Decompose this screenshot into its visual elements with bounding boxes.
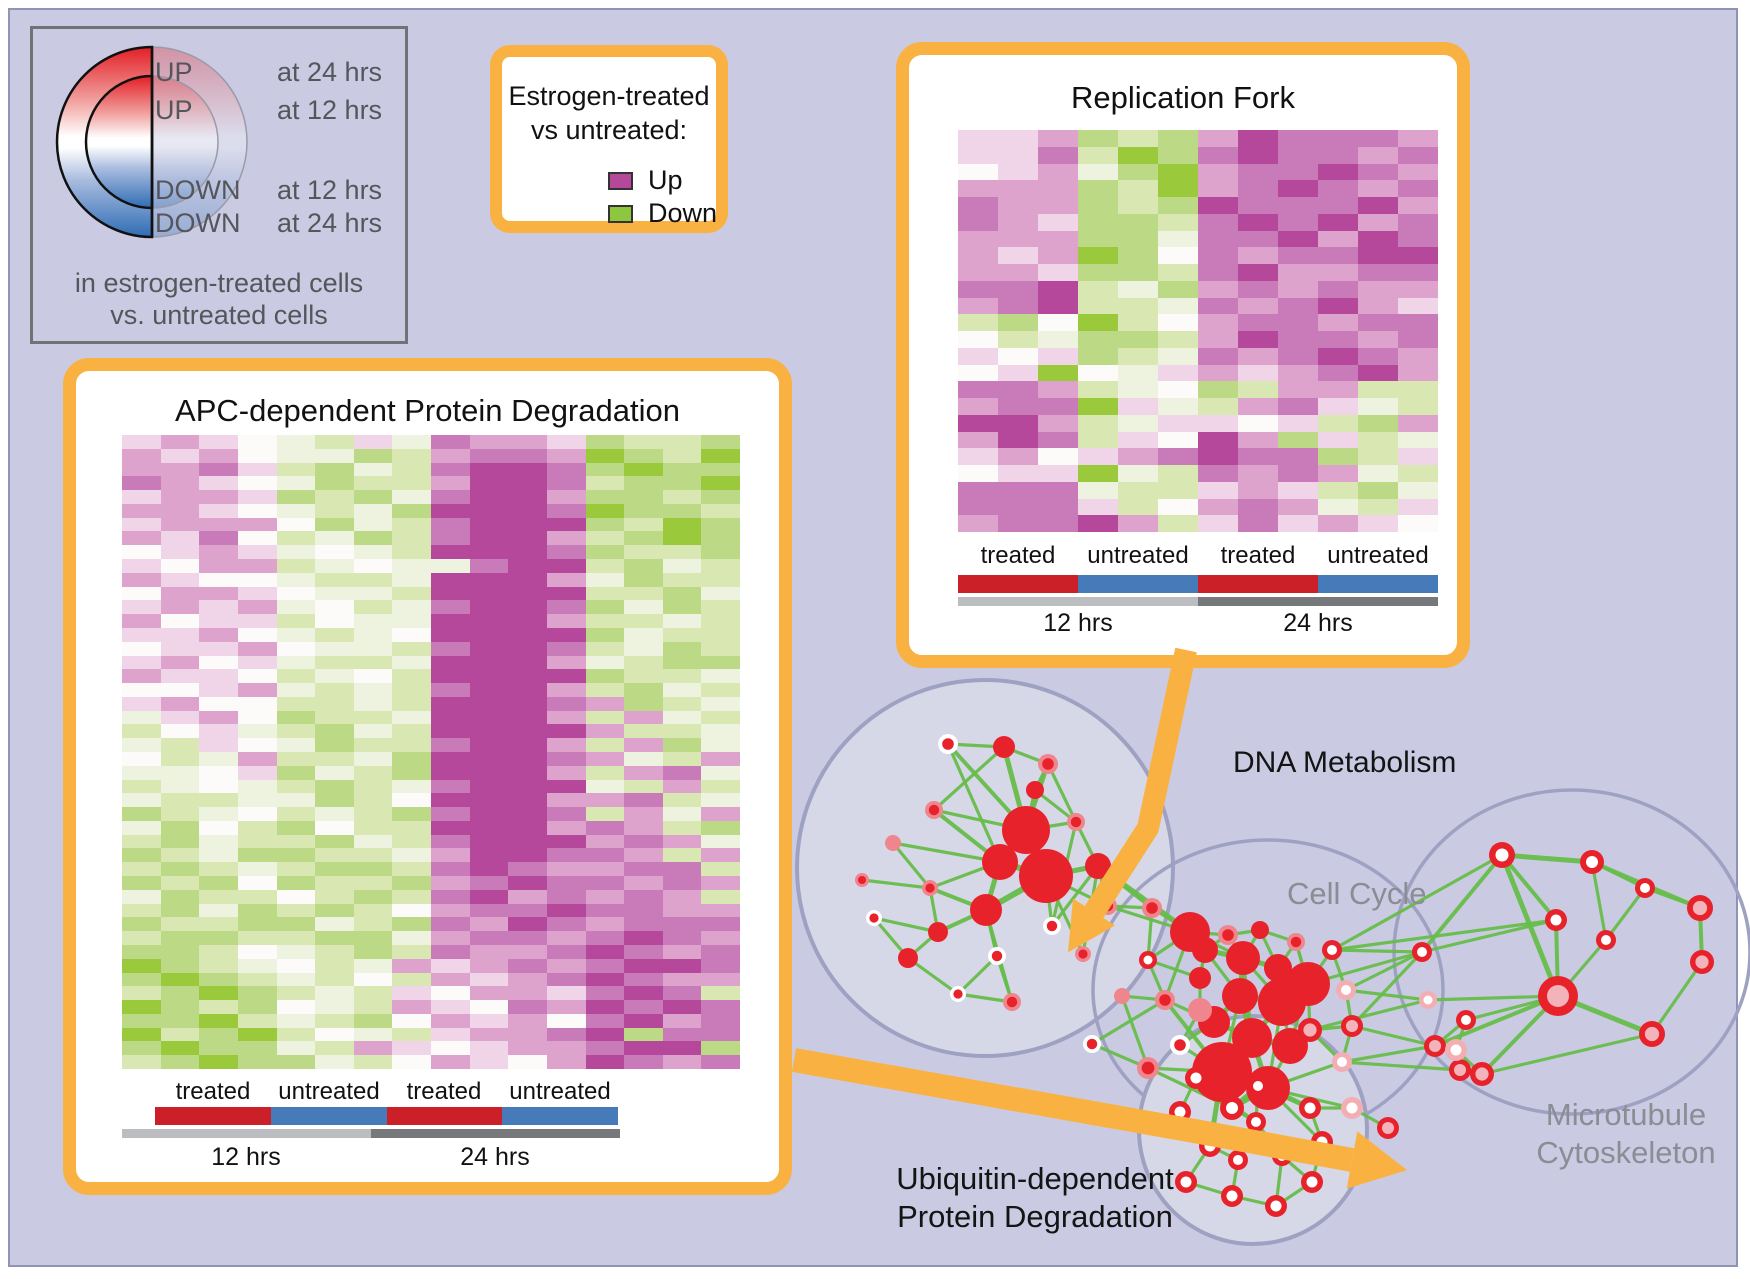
down-label: Down xyxy=(648,198,718,228)
cell-cycle-label: Cell Cycle xyxy=(1287,876,1427,911)
updown-legend-title-line1: Estrogen-treated xyxy=(508,81,710,111)
apc-group-label-2: untreated xyxy=(278,1078,380,1105)
circle-legend-box: UP at 24 hrs UP at 12 hrs DOWN at 12 hrs… xyxy=(30,26,408,344)
ubiquitin-label-line1: Ubiquitin-dependent xyxy=(896,1161,1174,1196)
legend-down-inner-time: at 12 hrs xyxy=(277,175,383,205)
legend-caption-line1: in estrogen-treated cells xyxy=(74,268,364,298)
legend-down-outer: DOWN xyxy=(155,208,241,238)
legend-caption-line2: vs. untreated cells xyxy=(110,300,328,330)
updown-circle-diagram xyxy=(55,45,248,239)
ubiquitin-degradation-label: Ubiquitin-dependent Protein Degradation xyxy=(840,1160,1230,1236)
rf-time-label-12: 12 hrs xyxy=(1043,609,1113,637)
rf-group-label-4: untreated xyxy=(1327,542,1429,569)
rf-treatment-colorbar xyxy=(958,575,1438,593)
updown-legend-title-line2: vs untreated: xyxy=(530,115,688,145)
up-label: Up xyxy=(648,165,683,195)
microtubule-label-line2: Cytoskeleton xyxy=(1536,1135,1716,1170)
apc-panel-title: APC-dependent Protein Degradation xyxy=(175,393,680,428)
apc-treatment-colorbar xyxy=(155,1107,618,1125)
dna-metabolism-label: DNA Metabolism xyxy=(1233,746,1457,779)
rf-panel-title: Replication Fork xyxy=(1071,80,1295,115)
apc-group-label-3: treated xyxy=(406,1078,482,1105)
replication-fork-panel: Replication Fork treated untreated treat… xyxy=(896,42,1470,668)
rf-time-label-24: 24 hrs xyxy=(1283,609,1353,637)
down-swatch xyxy=(608,205,633,223)
legend-up-outer-time: at 24 hrs xyxy=(277,57,383,87)
microtubule-label-line1: Microtubule xyxy=(1545,1097,1707,1132)
apc-time-label-12: 12 hrs xyxy=(211,1143,281,1171)
apc-time-colorbar xyxy=(122,1129,620,1138)
legend-up-inner: UP xyxy=(155,95,193,125)
ubiquitin-label-line2: Protein Degradation xyxy=(897,1199,1173,1234)
rf-group-label-1: treated xyxy=(980,542,1056,569)
microtubule-cytoskeleton-label: Microtubule Cytoskeleton xyxy=(1470,1096,1750,1172)
legend-up-inner-time: at 12 hrs xyxy=(277,95,383,125)
rf-time-colorbar xyxy=(958,597,1438,606)
apc-panel: APC-dependent Protein Degradation treate… xyxy=(63,358,792,1195)
updown-color-legend-box: Estrogen-treated vs untreated: Up Down xyxy=(490,45,728,233)
rf-heatmap xyxy=(958,130,1438,532)
apc-time-label-24: 24 hrs xyxy=(460,1143,530,1171)
rf-group-label-3: treated xyxy=(1220,542,1296,569)
legend-down-outer-time: at 24 hrs xyxy=(277,208,383,238)
legend-down-inner: DOWN xyxy=(155,175,241,205)
apc-group-label-1: treated xyxy=(175,1078,251,1105)
apc-group-label-4: untreated xyxy=(509,1078,611,1105)
apc-heatmap xyxy=(122,435,740,1069)
up-swatch xyxy=(608,172,633,190)
rf-group-label-2: untreated xyxy=(1087,542,1189,569)
legend-up-outer: UP xyxy=(155,57,193,87)
